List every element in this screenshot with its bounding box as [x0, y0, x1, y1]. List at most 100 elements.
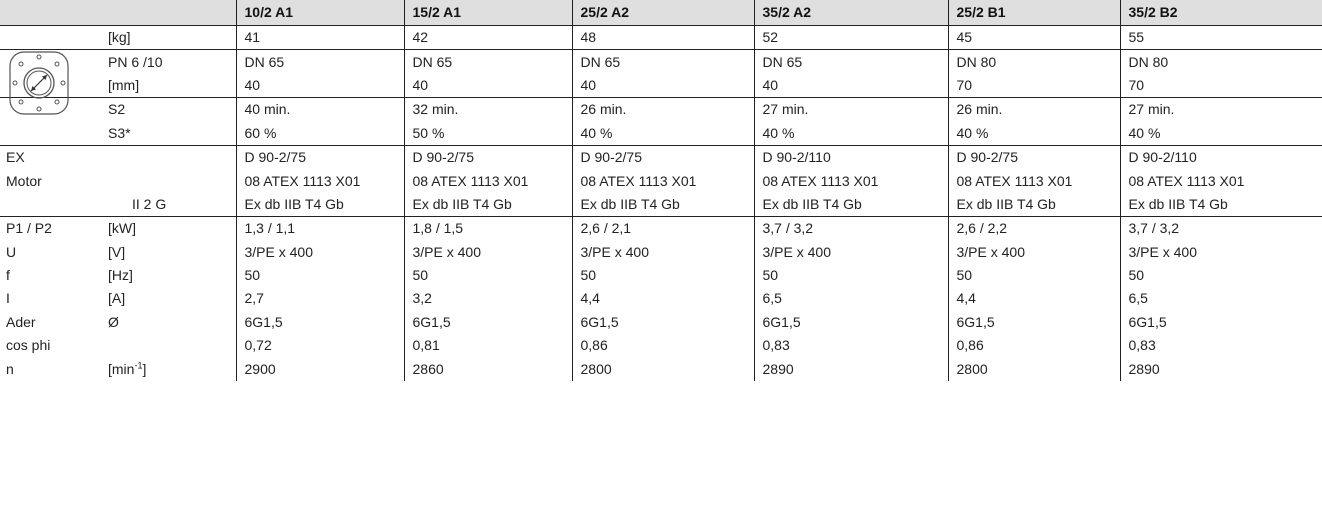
flange-diameter-icon — [9, 51, 69, 115]
row-label — [0, 97, 98, 122]
cell: 40 — [235, 73, 404, 98]
cell: 6,5 — [753, 287, 948, 311]
row-unit: [Hz] — [108, 267, 133, 284]
row-speed: n [min-1] 2900 2860 2800 2890 2800 2890 — [0, 357, 1322, 381]
row-label: f — [6, 267, 10, 284]
row-unit: S3* — [108, 124, 131, 141]
cell: 08 ATEX 1113 X01 — [1119, 169, 1322, 193]
model-header: 35/2 A2 — [753, 0, 948, 26]
row-current: I [A] 2,7 3,2 4,4 6,5 4,4 6,5 — [0, 287, 1322, 311]
row-label: I — [6, 290, 10, 307]
row-unit: [kW] — [98, 216, 236, 241]
cell: 50 — [753, 263, 948, 288]
row-flange: PN 6 /10 DN 65 DN 65 DN 65 DN 65 DN 80 D… — [0, 49, 1322, 115]
row-unit: S2 — [98, 97, 236, 122]
row-label: Ader — [6, 313, 36, 330]
cell: 32 min. — [403, 97, 572, 122]
cell: 3/PE x 400 — [947, 240, 1120, 264]
cell: DN 65 — [235, 49, 404, 74]
cell: Ex db IIB T4 Gb — [947, 192, 1120, 217]
cell: Ex db IIB T4 Gb — [571, 192, 754, 217]
cell: 08 ATEX 1113 X01 — [235, 169, 404, 193]
cell: DN 80 — [1119, 49, 1322, 74]
cell: 45 — [947, 25, 1120, 50]
pump-spec-table: 10/2 A1 15/2 A1 25/2 A2 35/2 A2 25/2 B1 … — [0, 0, 1322, 381]
row-unit — [98, 169, 236, 192]
cell: 27 min. — [1119, 97, 1322, 122]
cell: 3,2 — [403, 287, 572, 311]
cell: 70 — [1119, 73, 1322, 98]
cell: 26 min. — [571, 97, 754, 122]
cell: D 90-2/75 — [947, 144, 1120, 170]
header-blank-unit — [98, 0, 236, 26]
cell: 40 — [403, 73, 572, 98]
cell: 40 — [753, 73, 948, 98]
cell: 41 — [235, 25, 404, 50]
cell: DN 65 — [753, 49, 948, 74]
cell: D 90-2/75 — [235, 144, 404, 170]
row-unit: [A] — [108, 290, 126, 307]
model-header: 15/2 A1 — [403, 0, 572, 26]
cell: 2890 — [753, 357, 948, 381]
row-unit: [V] — [108, 243, 126, 260]
row-unit: II 2 G — [132, 195, 167, 212]
row-weight: [kg] 41 42 48 52 45 55 — [0, 25, 1322, 50]
row-frequency: f [Hz] 50 50 50 50 50 50 — [0, 263, 1322, 288]
cell: Ex db IIB T4 Gb — [753, 192, 948, 217]
cell: 40 % — [571, 121, 754, 146]
cell: 2,6 / 2,2 — [947, 216, 1120, 241]
cell: 2900 — [235, 357, 404, 381]
cell: 0,83 — [1119, 334, 1322, 358]
cell: 4,4 — [947, 287, 1120, 311]
cell: 3,7 / 3,2 — [753, 216, 948, 241]
row-label — [0, 26, 98, 50]
cell: 2890 — [1119, 357, 1322, 381]
cell: 27 min. — [753, 97, 948, 122]
cell: 40 % — [753, 121, 948, 146]
cell: 0,86 — [947, 334, 1120, 358]
cell: Ex db IIB T4 Gb — [403, 192, 572, 217]
row-unit: [mm] — [108, 76, 140, 93]
cell: DN 65 — [403, 49, 572, 74]
row-cable: Ader Ø 6G1,5 6G1,5 6G1,5 6G1,5 6G1,5 6G1… — [0, 310, 1322, 335]
cell: 48 — [571, 25, 754, 50]
cell: 2800 — [947, 357, 1120, 381]
cell: 2860 — [403, 357, 572, 381]
cell: 3/PE x 400 — [403, 240, 572, 264]
cell: 52 — [753, 25, 948, 50]
cell: 08 ATEX 1113 X01 — [947, 169, 1120, 193]
model-header: 10/2 A1 — [235, 0, 404, 26]
unit-suffix: ] — [142, 360, 147, 377]
cell: 2800 — [571, 357, 754, 381]
row-free-passage: [mm] 40 40 40 40 70 70 — [0, 73, 1322, 98]
cell: 55 — [1119, 25, 1322, 50]
model-header: 35/2 B2 — [1119, 0, 1322, 26]
cell: 4,4 — [571, 287, 754, 311]
cell: 6G1,5 — [403, 310, 572, 335]
header-blank-label — [0, 0, 98, 26]
row-label: EX — [0, 144, 98, 170]
cell: D 90-2/110 — [753, 144, 948, 170]
cell: 6G1,5 — [753, 310, 948, 335]
row-s3: S3* 60 % 50 % 40 % 40 % 40 % 40 % — [0, 121, 1322, 146]
cell: 1,8 / 1,5 — [403, 216, 572, 241]
cell: 40 % — [1119, 121, 1322, 146]
unit-superscript: -1 — [134, 360, 143, 370]
row-unit: Ø — [108, 313, 119, 330]
row-ex-certificate: Motor 08 ATEX 1113 X01 08 ATEX 1113 X01 … — [0, 169, 1322, 193]
cell: D 90-2/110 — [1119, 144, 1322, 170]
model-header: 25/2 A2 — [571, 0, 754, 26]
cell: 50 % — [403, 121, 572, 146]
row-label: cos phi — [6, 337, 51, 354]
cell: 50 — [1119, 263, 1322, 288]
cell: D 90-2/75 — [571, 144, 754, 170]
cell: 6,5 — [1119, 287, 1322, 311]
cell: Ex db IIB T4 Gb — [1119, 192, 1322, 217]
cell: 40 min. — [235, 97, 404, 122]
row-unit: [kg] — [108, 29, 131, 46]
cell: 3/PE x 400 — [235, 240, 404, 264]
cell: 6G1,5 — [1119, 310, 1322, 335]
row-label: P1 / P2 — [0, 216, 98, 241]
cell: 0,83 — [753, 334, 948, 358]
cell: 0,86 — [571, 334, 754, 358]
